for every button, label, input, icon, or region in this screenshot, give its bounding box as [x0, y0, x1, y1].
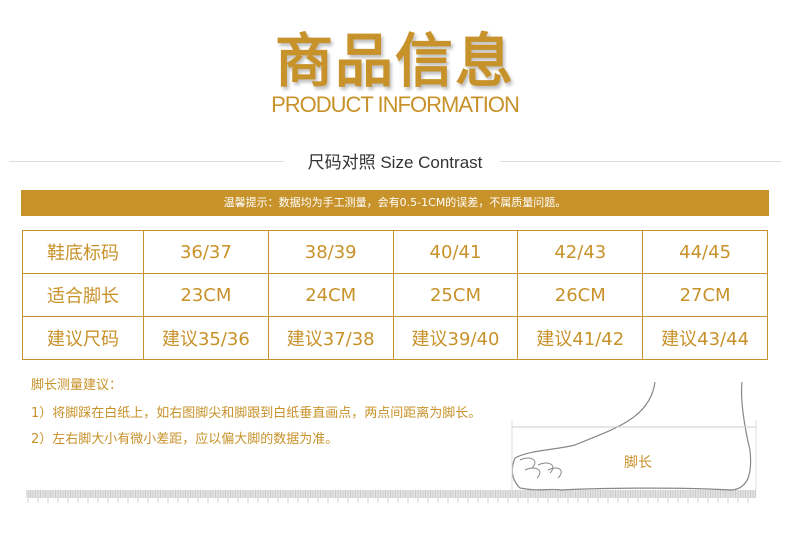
row-label: 建议尺码: [22, 316, 144, 360]
cell: 26CM: [517, 273, 644, 317]
cell: 24CM: [267, 273, 394, 317]
page-title: 商品信息: [274, 27, 515, 95]
cell: 27CM: [642, 273, 768, 317]
table-row: 适合脚长 23CM 24CM 25CM 26CM 27CM: [22, 273, 768, 317]
tip-item: 1）将脚踩在白纸上，如右图脚尖和脚跟到白纸垂直画点，两点间距离为脚长。: [31, 406, 482, 421]
divider: [9, 161, 284, 162]
cell: 建议41/42: [517, 316, 644, 360]
cell: 38/39: [267, 230, 394, 274]
ruler: [26, 490, 756, 503]
notice-banner: 温馨提示：数据均为手工测量，会有0.5-1CM的误差，不属质量问题。: [21, 190, 769, 216]
foot-length-label: 脚长: [624, 455, 652, 471]
tip-item: 2）左右脚大小有微小差距，应以偏大脚的数据为准。: [31, 432, 339, 447]
cell: 40/41: [392, 230, 519, 274]
divider: [500, 161, 781, 162]
tips-title: 脚长测量建议：: [31, 378, 123, 393]
cell: 建议39/40: [392, 316, 519, 360]
cell: 建议43/44: [642, 316, 768, 360]
foot-outline: [511, 381, 752, 491]
cell: 建议37/38: [267, 316, 394, 360]
cell: 36/37: [143, 230, 269, 274]
cell: 25CM: [392, 273, 519, 317]
page-subtitle: PRODUCT INFORMATION: [271, 92, 520, 117]
row-label: 适合脚长: [22, 273, 144, 317]
table-row: 建议尺码 建议35/36 建议37/38 建议39/40 建议41/42 建议43/44: [22, 316, 768, 360]
cell: 建议35/36: [143, 316, 269, 360]
section-heading: 尺码对照 Size Contrast: [307, 153, 483, 172]
toe-outline: [519, 457, 562, 479]
cell: 44/45: [642, 230, 768, 274]
cell: 23CM: [143, 273, 269, 317]
size-table: 鞋底标码 36/37 38/39 40/41 42/43 44/45 适合脚长 23CM 24…: [22, 230, 768, 360]
